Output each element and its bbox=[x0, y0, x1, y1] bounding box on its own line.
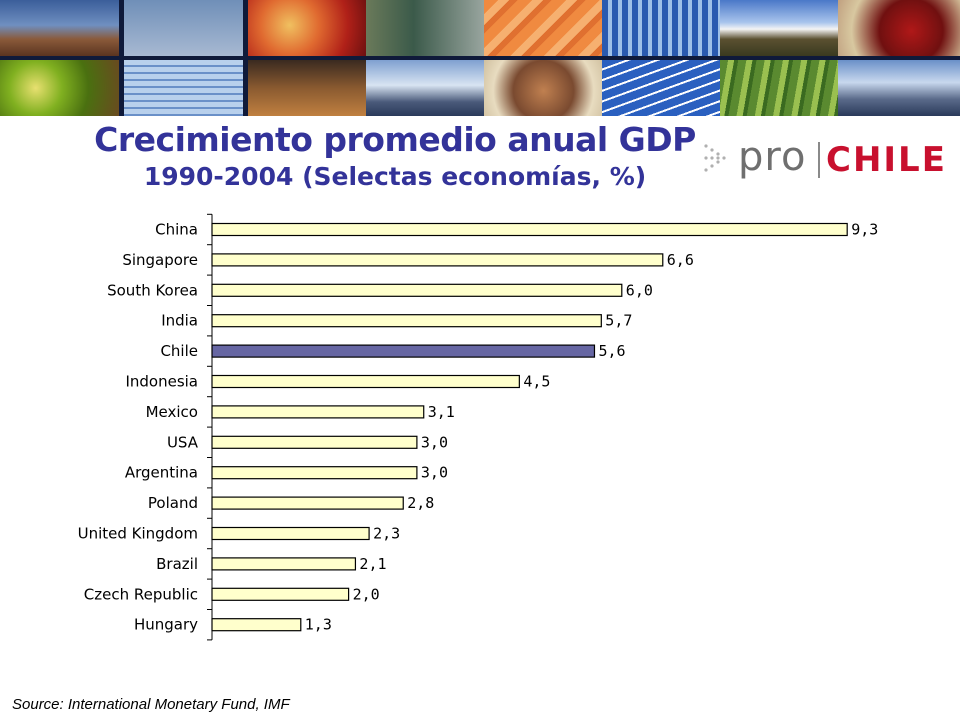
bar-chile bbox=[211, 344, 596, 358]
bar-mexico bbox=[211, 405, 425, 419]
category-label: Indonesia bbox=[125, 373, 198, 391]
banner-photo-food-plate bbox=[484, 60, 603, 116]
value-label: 2,3 bbox=[373, 525, 400, 543]
banner-photo-wine bbox=[838, 0, 960, 56]
category-label: China bbox=[155, 221, 198, 239]
bar-south-korea bbox=[211, 283, 623, 297]
bar-singapore bbox=[211, 253, 664, 267]
bar-argentina bbox=[211, 466, 418, 480]
value-label: 3,1 bbox=[428, 403, 455, 421]
value-label: 2,0 bbox=[353, 585, 380, 603]
banner-photo-desert bbox=[0, 0, 119, 56]
bar-brazil bbox=[211, 557, 357, 571]
category-label: Argentina bbox=[125, 464, 198, 482]
category-label: Hungary bbox=[134, 616, 198, 634]
category-label: Poland bbox=[148, 494, 198, 512]
category-label: Chile bbox=[160, 342, 198, 360]
value-label: 5,7 bbox=[605, 312, 632, 330]
value-label: 3,0 bbox=[421, 433, 448, 451]
banner-photo-kiwi bbox=[0, 60, 119, 116]
category-label: United Kingdom bbox=[78, 525, 198, 543]
category-label: Mexico bbox=[146, 403, 198, 421]
bar-usa bbox=[211, 435, 418, 449]
logo-pro-text: pro bbox=[738, 134, 807, 180]
photo-collage-banner bbox=[0, 0, 960, 116]
title-block: Crecimiento promedio anual GDP 1990-2004… bbox=[0, 120, 790, 194]
banner-photo-market bbox=[248, 60, 367, 116]
chart-title: Crecimiento promedio anual GDP bbox=[94, 120, 696, 159]
bar-chart: China 9,3 Singapore 6,6 South Korea 6,0 India 5… bbox=[78, 213, 878, 641]
bar-united-kingdom bbox=[211, 526, 370, 541]
banner-photo-city-skyline bbox=[838, 60, 960, 116]
bar-hungary bbox=[211, 618, 302, 632]
banner-photo-mountains bbox=[366, 60, 485, 116]
source-note: Source: International Monetary Fund, IMF bbox=[12, 696, 290, 713]
value-label: 5,6 bbox=[598, 342, 625, 360]
bar-india bbox=[211, 314, 602, 328]
value-label: 4,5 bbox=[523, 373, 550, 391]
bar-china bbox=[211, 222, 848, 237]
bar-czech-republic bbox=[211, 587, 350, 601]
category-label: Czech Republic bbox=[84, 585, 198, 603]
chart-subtitle: 1990-2004 (Selectas economías, %) bbox=[143, 162, 647, 191]
value-label: 2,1 bbox=[359, 555, 386, 573]
banner-photo-salmon bbox=[484, 0, 603, 56]
banner-photo-blueprint-grid bbox=[602, 60, 721, 116]
value-label: 3,0 bbox=[421, 464, 448, 482]
category-label: USA bbox=[167, 433, 199, 451]
banner-photo-office bbox=[366, 0, 485, 56]
banner-photo-bird-sky bbox=[124, 0, 243, 56]
prochile-logo: pro CHILE bbox=[704, 128, 948, 188]
logo-chile-text: CHILE bbox=[826, 140, 947, 180]
value-label: 6,0 bbox=[626, 281, 653, 299]
category-label: South Korea bbox=[107, 281, 198, 299]
category-label: Brazil bbox=[156, 555, 198, 573]
banner-photo-code-screen bbox=[124, 60, 243, 116]
value-label: 9,3 bbox=[851, 221, 878, 239]
value-label: 1,3 bbox=[305, 616, 332, 634]
banner-photo-volcano bbox=[720, 0, 839, 56]
value-label: 2,8 bbox=[407, 494, 434, 512]
value-label: 6,6 bbox=[667, 251, 694, 269]
banner-photo-chart-paper bbox=[602, 0, 721, 56]
logo-arrow-icon bbox=[704, 144, 726, 172]
category-label: Singapore bbox=[122, 251, 198, 269]
category-label: India bbox=[161, 312, 198, 330]
logo-divider bbox=[818, 142, 820, 178]
bar-poland bbox=[211, 496, 404, 510]
bar-indonesia bbox=[211, 374, 520, 389]
banner-photo-asparagus bbox=[720, 60, 839, 116]
banner-photo-peaches bbox=[248, 0, 367, 56]
